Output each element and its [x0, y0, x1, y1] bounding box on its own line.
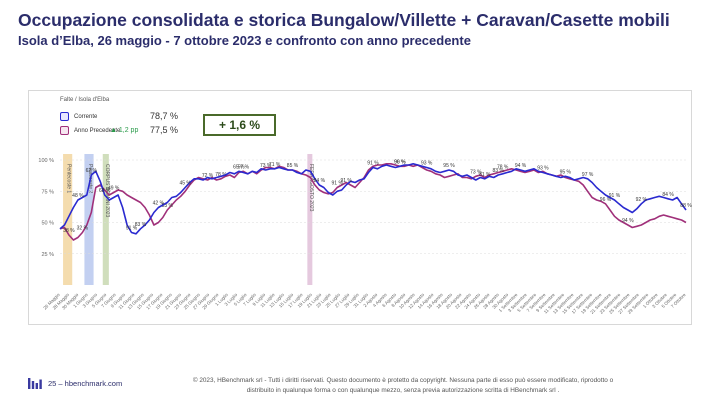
data-label: 91 % [685, 0, 697, 2]
panel-frame [28, 90, 692, 325]
legend-current-swatch [60, 112, 69, 121]
footer-brand: 25 – hbenchmark.com [48, 379, 123, 388]
footer-copyright-line2: distribuito in qualunque forma o con qua… [246, 387, 560, 394]
data-label: 95 % [716, 0, 720, 2]
legend-previous-delta: ▲ 1,2 pp [110, 127, 139, 134]
legend-previous-label: Anno Precedente [74, 127, 121, 134]
legend-previous[interactable]: Anno Precedente [60, 126, 120, 135]
legend-current-label: Corrente [74, 113, 98, 120]
legend-previous-swatch [60, 126, 69, 135]
legend-heading: Falte / Isola d'Elba [60, 97, 110, 103]
footer-copyright-line1: © 2023, HBenchmark srl - Tutti i diritti… [192, 377, 614, 384]
page-title: Occupazione consolidata e storica Bungal… [18, 10, 670, 30]
legend-previous-value: 77,5 % [150, 125, 179, 135]
legend-current[interactable]: Corrente [60, 112, 97, 121]
page-subtitle: Isola d’Elba, 26 maggio - 7 ottobre 2023… [18, 33, 471, 48]
variation-badge: + 1,6 % [203, 114, 276, 136]
footer-copyright: © 2023, HBenchmark srl - Tutti i diritti… [143, 376, 663, 396]
data-label: 92 % [698, 0, 710, 2]
hbenchmark-logo-icon [28, 378, 42, 389]
legend-current-value: 78,7 % [150, 111, 179, 121]
